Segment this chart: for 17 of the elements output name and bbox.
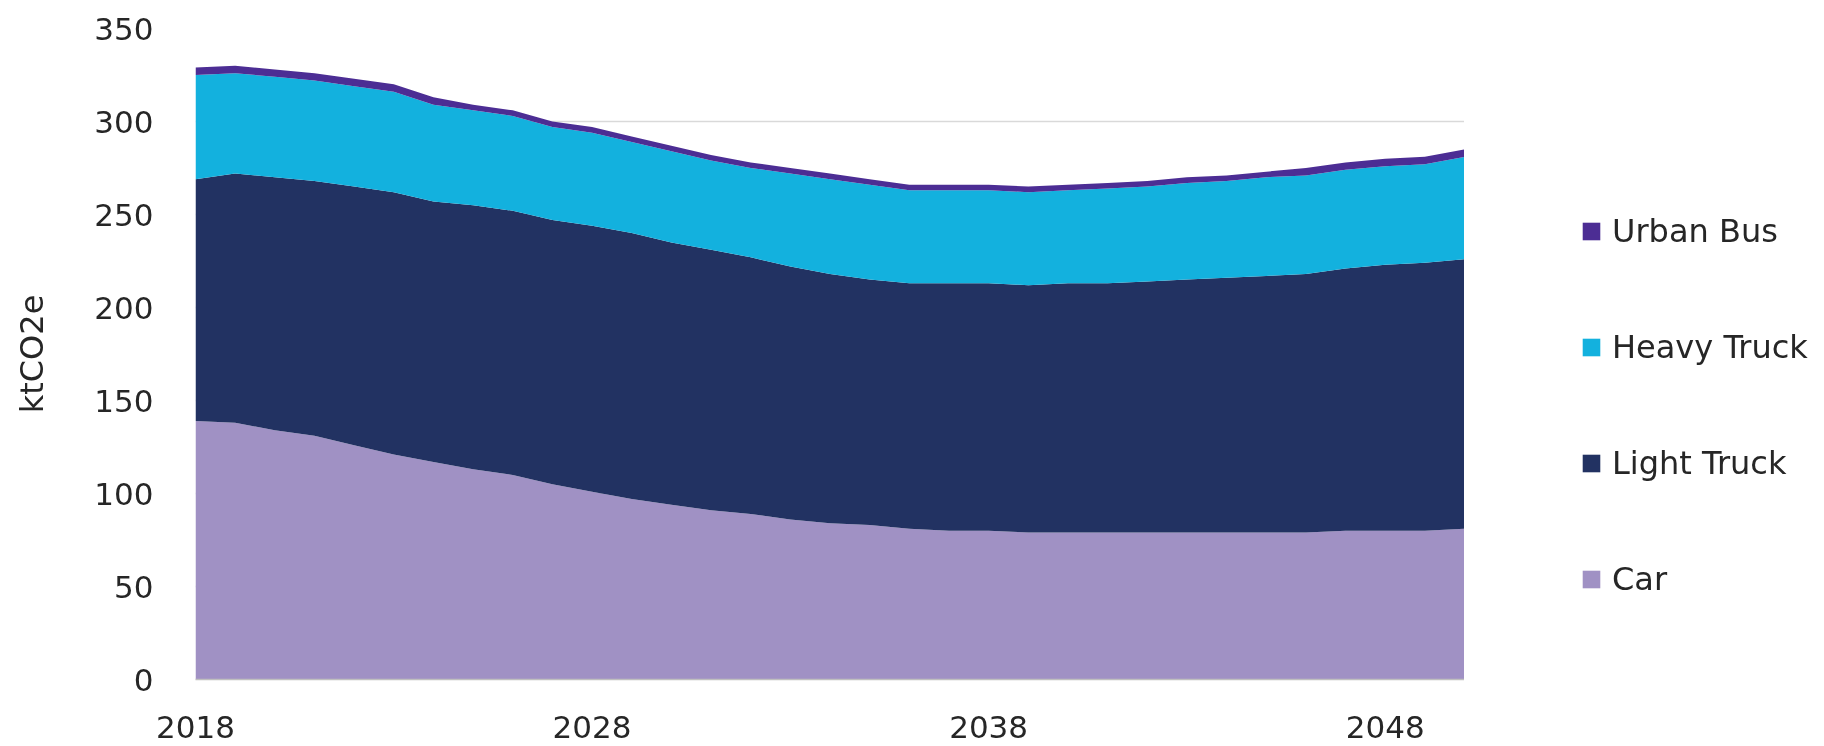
y-tick-label: 350 <box>94 10 154 47</box>
legend-label: Urban Bus <box>1612 212 1778 250</box>
x-tick-label: 2048 <box>1345 708 1425 745</box>
legend-label: Light Truck <box>1612 444 1787 482</box>
x-tick-label: 2038 <box>949 708 1029 745</box>
y-axis-title: ktCO2e <box>13 294 52 414</box>
y-tick-label: 150 <box>94 382 154 419</box>
y-tick-label: 100 <box>94 475 154 512</box>
y-tick-label: 200 <box>94 289 154 326</box>
y-tick-label: 50 <box>114 568 154 605</box>
y-tick-label: 0 <box>133 661 154 698</box>
y-tick-label: 250 <box>94 196 154 233</box>
x-tick-label: 2018 <box>156 708 235 745</box>
y-tick-label: 300 <box>94 103 154 140</box>
legend-label: Car <box>1612 560 1668 598</box>
x-tick-label: 2028 <box>552 708 632 745</box>
legend-label: Heavy Truck <box>1612 328 1808 366</box>
